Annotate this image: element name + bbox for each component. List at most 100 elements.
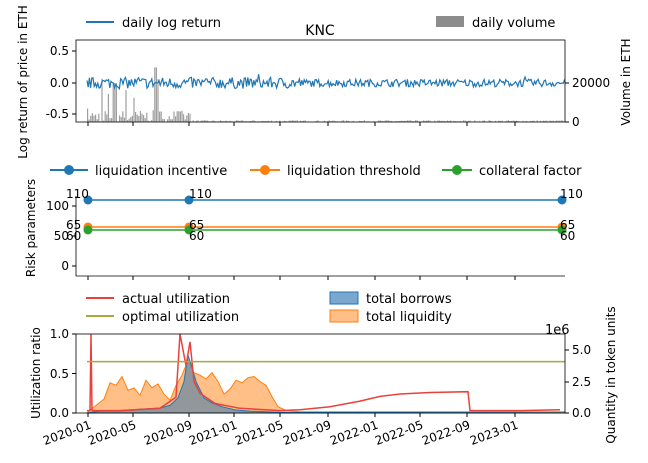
volume-bar (290, 120, 292, 122)
volume-bar (151, 120, 153, 122)
volume-bar (423, 120, 425, 122)
volume-bar (530, 120, 532, 122)
volume-bars (87, 67, 565, 122)
volume-bar (506, 120, 508, 122)
volume-bar (517, 121, 519, 122)
chart-title: KNC (305, 23, 335, 39)
volume-bar (128, 118, 130, 122)
volume-bar (514, 120, 516, 122)
volume-bar (271, 120, 273, 122)
xtick-label: 2021-05 (233, 418, 285, 448)
volume-bar (138, 116, 140, 122)
volume-bar (437, 120, 439, 122)
volume-bar (211, 120, 213, 122)
volume-bar (135, 111, 137, 122)
volume-bar (397, 121, 399, 122)
volume-bar (562, 120, 564, 122)
volume-bar (331, 120, 333, 122)
volume-bar (224, 120, 226, 122)
volume-bar (378, 120, 380, 122)
volume-bar (296, 120, 298, 122)
volume-bar (173, 111, 175, 122)
volume-bar (395, 121, 397, 122)
volume-bar (483, 120, 485, 122)
volume-bar (426, 120, 428, 122)
volume-bar (251, 120, 253, 122)
volume-bar (175, 116, 177, 122)
volume-bar (539, 120, 541, 122)
volume-bar (197, 120, 199, 122)
volume-bar (317, 120, 319, 122)
risk-marker (83, 225, 93, 235)
p3-y2label: Quantity in token units (604, 306, 618, 443)
legend-total-borrows: total borrows (366, 292, 452, 307)
p3-ylabel: Utilization ratio (29, 327, 43, 419)
volume-bar (386, 120, 388, 122)
panel2-left-axis: 100 50 0 (46, 199, 76, 273)
volume-bar (203, 120, 205, 122)
actual-utilization-line (87, 333, 561, 412)
volume-bar (219, 120, 221, 122)
volume-bar (304, 120, 306, 122)
volume-bar (410, 120, 412, 122)
volume-bar (154, 67, 156, 122)
risk-point-label: 65 (66, 218, 81, 232)
volume-bar (264, 121, 266, 122)
xtick-label: 2022-05 (373, 418, 425, 448)
volume-bar (115, 83, 117, 122)
volume-bar (499, 121, 501, 122)
volume-bar (381, 120, 383, 122)
xtick-label: 2022-01 (328, 418, 380, 448)
panel-returns: 0.5 0.0 -0.5 20000 0 Log return of price… (16, 5, 633, 159)
panel1-frame (75, 39, 566, 123)
volume-bar (95, 114, 97, 122)
p2-ytick-1: 50 (54, 229, 69, 243)
volume-bar (120, 117, 122, 122)
volume-bar (482, 120, 484, 122)
volume-bar (213, 120, 215, 122)
volume-bar (560, 120, 562, 122)
risk-point-label: 110 (560, 187, 583, 201)
volume-bar (170, 119, 172, 122)
p3-ytick-0: 1.0 (50, 327, 69, 341)
volume-bar (511, 121, 513, 122)
risk-point-label: 65 (560, 218, 575, 232)
volume-bar (343, 120, 345, 122)
p3-y2tick-1: 2.5 (572, 375, 591, 389)
risk-marker (557, 195, 567, 205)
p1-y2tick-0: 20000 (572, 76, 610, 90)
volume-bar (253, 120, 255, 122)
volume-bar (261, 120, 263, 122)
volume-bar (88, 119, 90, 122)
risk-marker (184, 195, 194, 205)
volume-bar (229, 120, 231, 122)
volume-bar (495, 120, 497, 122)
volume-bar (104, 111, 106, 122)
legend-log-return: daily log return (122, 16, 221, 31)
volume-bar (301, 120, 303, 122)
volume-bar (127, 120, 129, 122)
volume-bar (429, 120, 431, 122)
volume-bar (176, 111, 178, 122)
volume-bar (250, 121, 252, 122)
volume-bar (139, 111, 141, 122)
volume-bar (207, 120, 209, 122)
volume-bar (178, 111, 180, 122)
volume-bar (90, 115, 92, 122)
volume-bar (98, 113, 100, 122)
volume-bar (490, 120, 492, 122)
volume-bar (125, 90, 127, 122)
volume-bar (93, 115, 95, 122)
volume-bar (189, 113, 191, 122)
volume-bar (515, 120, 517, 122)
panel-utilization: actual utilization optimal utilization t… (29, 291, 618, 448)
volume-bar (536, 120, 538, 122)
volume-bar (341, 120, 343, 122)
volume-bar (152, 110, 154, 122)
volume-bar (512, 120, 514, 122)
volume-bar (501, 120, 503, 122)
legend-borrows-swatch (329, 291, 359, 305)
volume-bar (239, 120, 241, 122)
volume-bar (186, 115, 188, 122)
volume-bar (109, 118, 111, 122)
